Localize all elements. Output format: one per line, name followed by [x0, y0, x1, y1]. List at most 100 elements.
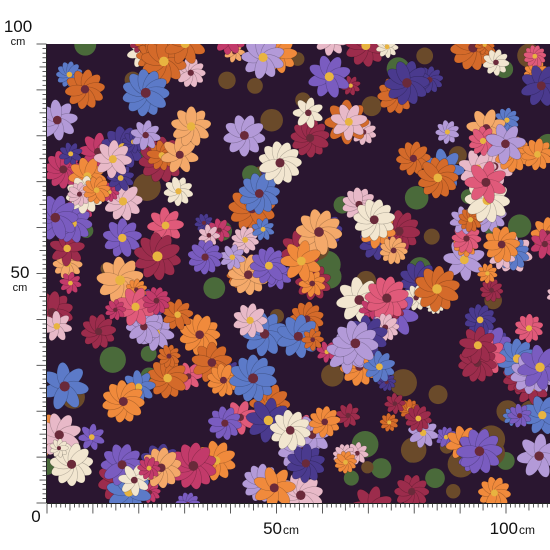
- flower-center: [175, 188, 182, 195]
- flower-center: [254, 189, 264, 198]
- bottom-end-value: 100: [490, 519, 518, 538]
- flower-center: [260, 226, 266, 232]
- petal: [212, 27, 232, 43]
- flower: [102, 217, 143, 258]
- leaf: [446, 484, 461, 499]
- petal: [175, 499, 189, 503]
- flower-center: [392, 401, 398, 406]
- flower: [133, 232, 182, 281]
- flower: [301, 328, 325, 352]
- petal: [228, 31, 247, 43]
- flower-center: [443, 434, 449, 440]
- flower-center: [50, 212, 61, 223]
- flower-center: [161, 221, 170, 230]
- flower: [231, 225, 260, 254]
- flower-center: [474, 446, 485, 457]
- flower: [330, 104, 368, 141]
- flower-center: [504, 117, 510, 123]
- petal: [226, 23, 245, 42]
- flower-center: [63, 244, 71, 253]
- petal: [19, 429, 45, 451]
- petal: [318, 22, 336, 42]
- flower-center: [493, 59, 499, 66]
- flower-center: [80, 85, 90, 94]
- flower-center: [180, 44, 190, 49]
- flower-center: [53, 323, 61, 330]
- flower-center: [142, 131, 149, 139]
- flower: [479, 278, 504, 303]
- petal: [134, 44, 146, 47]
- petal: [358, 44, 371, 47]
- flower: [383, 392, 406, 415]
- petal: [212, 44, 231, 45]
- flower: [523, 44, 547, 69]
- flower-center: [269, 483, 279, 493]
- flower-center: [387, 420, 392, 425]
- flower-center: [376, 363, 383, 371]
- flower-center: [59, 165, 68, 174]
- flower-center: [163, 373, 172, 383]
- flower: [160, 135, 199, 173]
- flower-center: [216, 227, 222, 233]
- flower-center: [248, 373, 259, 384]
- flower: [384, 60, 430, 106]
- flower-center: [476, 316, 484, 324]
- bottom-middle-unit: cm: [283, 523, 299, 537]
- petal: [190, 507, 201, 514]
- flower-center: [66, 71, 73, 78]
- flower-center: [402, 78, 412, 88]
- flower-center: [408, 487, 416, 496]
- flower-center: [118, 197, 128, 206]
- petal: [164, 44, 187, 55]
- flower-center: [263, 415, 274, 426]
- left-middle-value: 50: [11, 263, 30, 282]
- petal: [128, 44, 143, 45]
- flower: [223, 114, 266, 157]
- flower-center: [166, 353, 172, 359]
- flower: [335, 402, 361, 428]
- flower: [295, 208, 343, 256]
- flower-center: [345, 412, 351, 418]
- flower: [80, 313, 117, 350]
- flower-center: [473, 341, 482, 350]
- flower-center: [113, 307, 118, 313]
- flower-center: [54, 430, 64, 440]
- flower: [476, 263, 498, 284]
- petal: [185, 502, 198, 517]
- flower-center: [489, 287, 495, 293]
- petal: [174, 44, 189, 45]
- flower-center: [532, 53, 538, 59]
- flower-center: [130, 476, 138, 484]
- flower: [93, 139, 133, 179]
- flower-center: [390, 247, 397, 254]
- leaf: [321, 363, 344, 387]
- flower-center: [186, 122, 196, 131]
- flower-center: [117, 175, 124, 181]
- petal: [328, 26, 348, 44]
- flower-center: [467, 217, 474, 223]
- flower-center: [536, 81, 546, 91]
- flower-center: [497, 240, 506, 249]
- leaf: [428, 385, 448, 405]
- leaf: [247, 78, 263, 94]
- flower-center: [206, 232, 212, 238]
- flower-center: [66, 459, 77, 469]
- flower-center: [59, 381, 70, 392]
- petal: [135, 32, 146, 43]
- flower-center: [301, 459, 310, 468]
- petal: [142, 32, 153, 43]
- flower-center: [140, 87, 151, 98]
- flower-center: [118, 233, 127, 243]
- flower-center: [108, 155, 117, 164]
- petal: [327, 21, 339, 40]
- flower-center: [115, 275, 126, 286]
- petal: [186, 500, 201, 503]
- flower-center: [275, 158, 285, 168]
- flower-center: [296, 256, 306, 266]
- petal: [20, 416, 45, 440]
- flower-center: [415, 415, 422, 422]
- leaf: [416, 47, 434, 65]
- flower-center: [409, 154, 417, 163]
- leaf: [423, 228, 440, 245]
